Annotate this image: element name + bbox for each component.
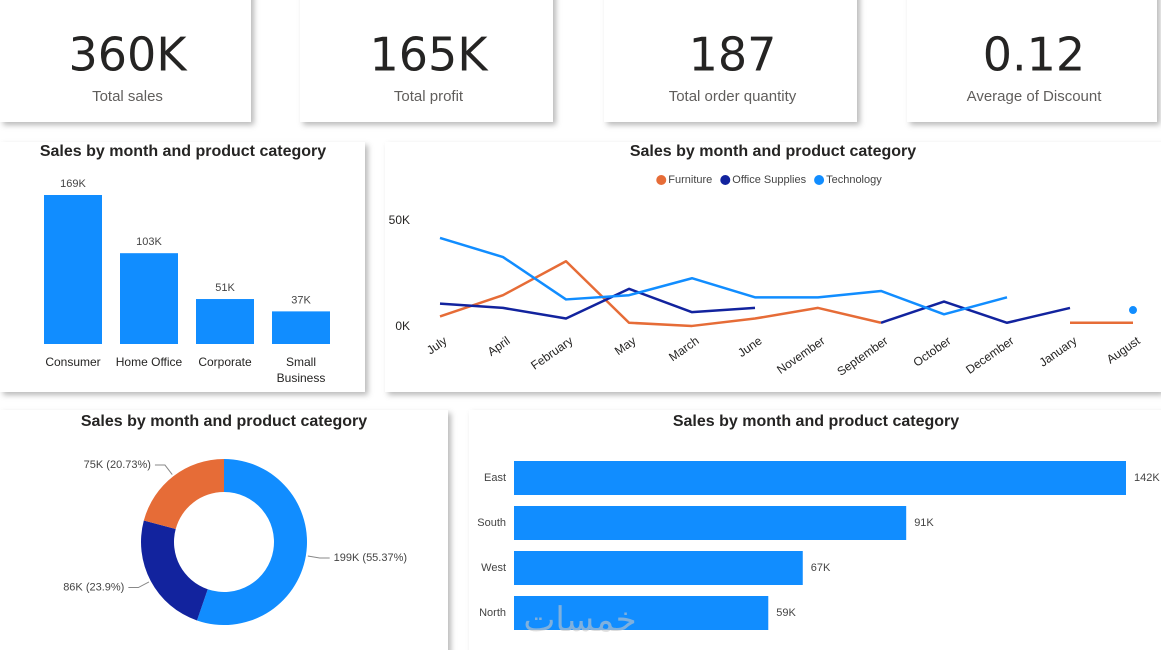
slice <box>196 459 308 625</box>
x-tick-label: Home Office <box>116 355 183 369</box>
kpi-label: Total sales <box>92 88 163 105</box>
bar <box>514 461 1126 495</box>
data-label: 142K <box>1134 472 1160 484</box>
bar <box>196 299 254 344</box>
leader-line <box>154 464 173 475</box>
kpi-label: Total order quantity <box>669 88 797 105</box>
kpi-value: 187 <box>689 28 777 82</box>
kpi-label: Average of Discount <box>967 88 1103 105</box>
legend-label: Office Supplies <box>732 174 806 186</box>
line <box>439 287 1071 325</box>
card <box>300 0 553 122</box>
point <box>1129 306 1137 315</box>
data-label: 51K <box>215 282 235 294</box>
card <box>604 0 857 122</box>
x-tick-label-line: Business <box>277 371 326 385</box>
card <box>0 0 251 122</box>
y-tick-label: South <box>477 517 506 529</box>
bar <box>514 506 907 540</box>
x-tick-label: Consumer <box>45 355 100 369</box>
data-label: 103K <box>136 236 162 248</box>
bar <box>44 195 102 344</box>
legend-label: Technology <box>826 174 882 186</box>
legend-label: Furniture <box>668 174 712 186</box>
slice <box>141 520 208 621</box>
bar <box>120 253 178 344</box>
legend-marker <box>814 175 825 185</box>
leader-line <box>128 581 150 589</box>
kpi-value: 360K <box>69 28 189 82</box>
chart-title: Sales by month and product category <box>81 413 367 430</box>
data-label: 169K <box>60 178 86 190</box>
bar <box>514 596 769 630</box>
bar <box>514 551 803 585</box>
y-tick-label: East <box>484 472 506 484</box>
chart-title: Sales by month and product category <box>673 413 959 430</box>
legend: Furniture Office Supplies Technology <box>656 174 882 186</box>
data-label: 86K (23.9%) <box>63 581 124 593</box>
kpi-value: 165K <box>370 28 490 82</box>
slice <box>143 459 224 530</box>
card <box>907 0 1157 122</box>
data-label: 199K (55.37%) <box>334 552 407 564</box>
data-label: 75K (20.73%) <box>84 459 151 471</box>
y-tick-label: 0K <box>395 319 410 333</box>
line <box>439 260 1133 328</box>
y-tick-label: West <box>481 562 506 574</box>
bar <box>272 311 330 344</box>
y-tick-label: 50K <box>389 213 410 227</box>
x-tick-label: Corporate <box>198 355 252 369</box>
kpi-value: 0.12 <box>983 28 1085 82</box>
chart-title: Sales by month and product category <box>40 143 326 160</box>
data-label: 67K <box>811 562 831 574</box>
legend-marker <box>656 175 667 185</box>
kpi-label: Total profit <box>394 88 464 105</box>
data-label: 59K <box>776 607 796 619</box>
card <box>385 142 1161 392</box>
chart-title: Sales by month and product category <box>630 143 916 160</box>
legend-marker <box>720 175 731 185</box>
watermark: خمسات <box>523 601 636 639</box>
leader-line <box>307 555 330 559</box>
y-tick-label: North <box>479 607 506 619</box>
x-tick-label-line: Small <box>286 355 316 369</box>
data-label: 91K <box>914 517 934 529</box>
data-label: 37K <box>291 294 311 306</box>
x-tick-label: Small Business <box>277 355 326 385</box>
